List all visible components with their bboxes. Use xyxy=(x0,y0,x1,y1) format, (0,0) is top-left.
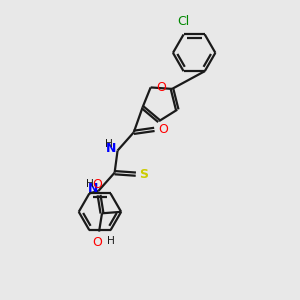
Text: Cl: Cl xyxy=(177,15,190,28)
Text: O: O xyxy=(93,178,103,191)
Text: H: H xyxy=(86,179,94,189)
Text: O: O xyxy=(158,123,168,136)
Text: O: O xyxy=(92,236,102,249)
Text: N: N xyxy=(88,182,98,195)
Text: N: N xyxy=(106,142,116,155)
Text: O: O xyxy=(157,81,166,94)
Text: S: S xyxy=(139,168,148,181)
Text: H: H xyxy=(107,236,115,246)
Text: H: H xyxy=(105,139,113,149)
